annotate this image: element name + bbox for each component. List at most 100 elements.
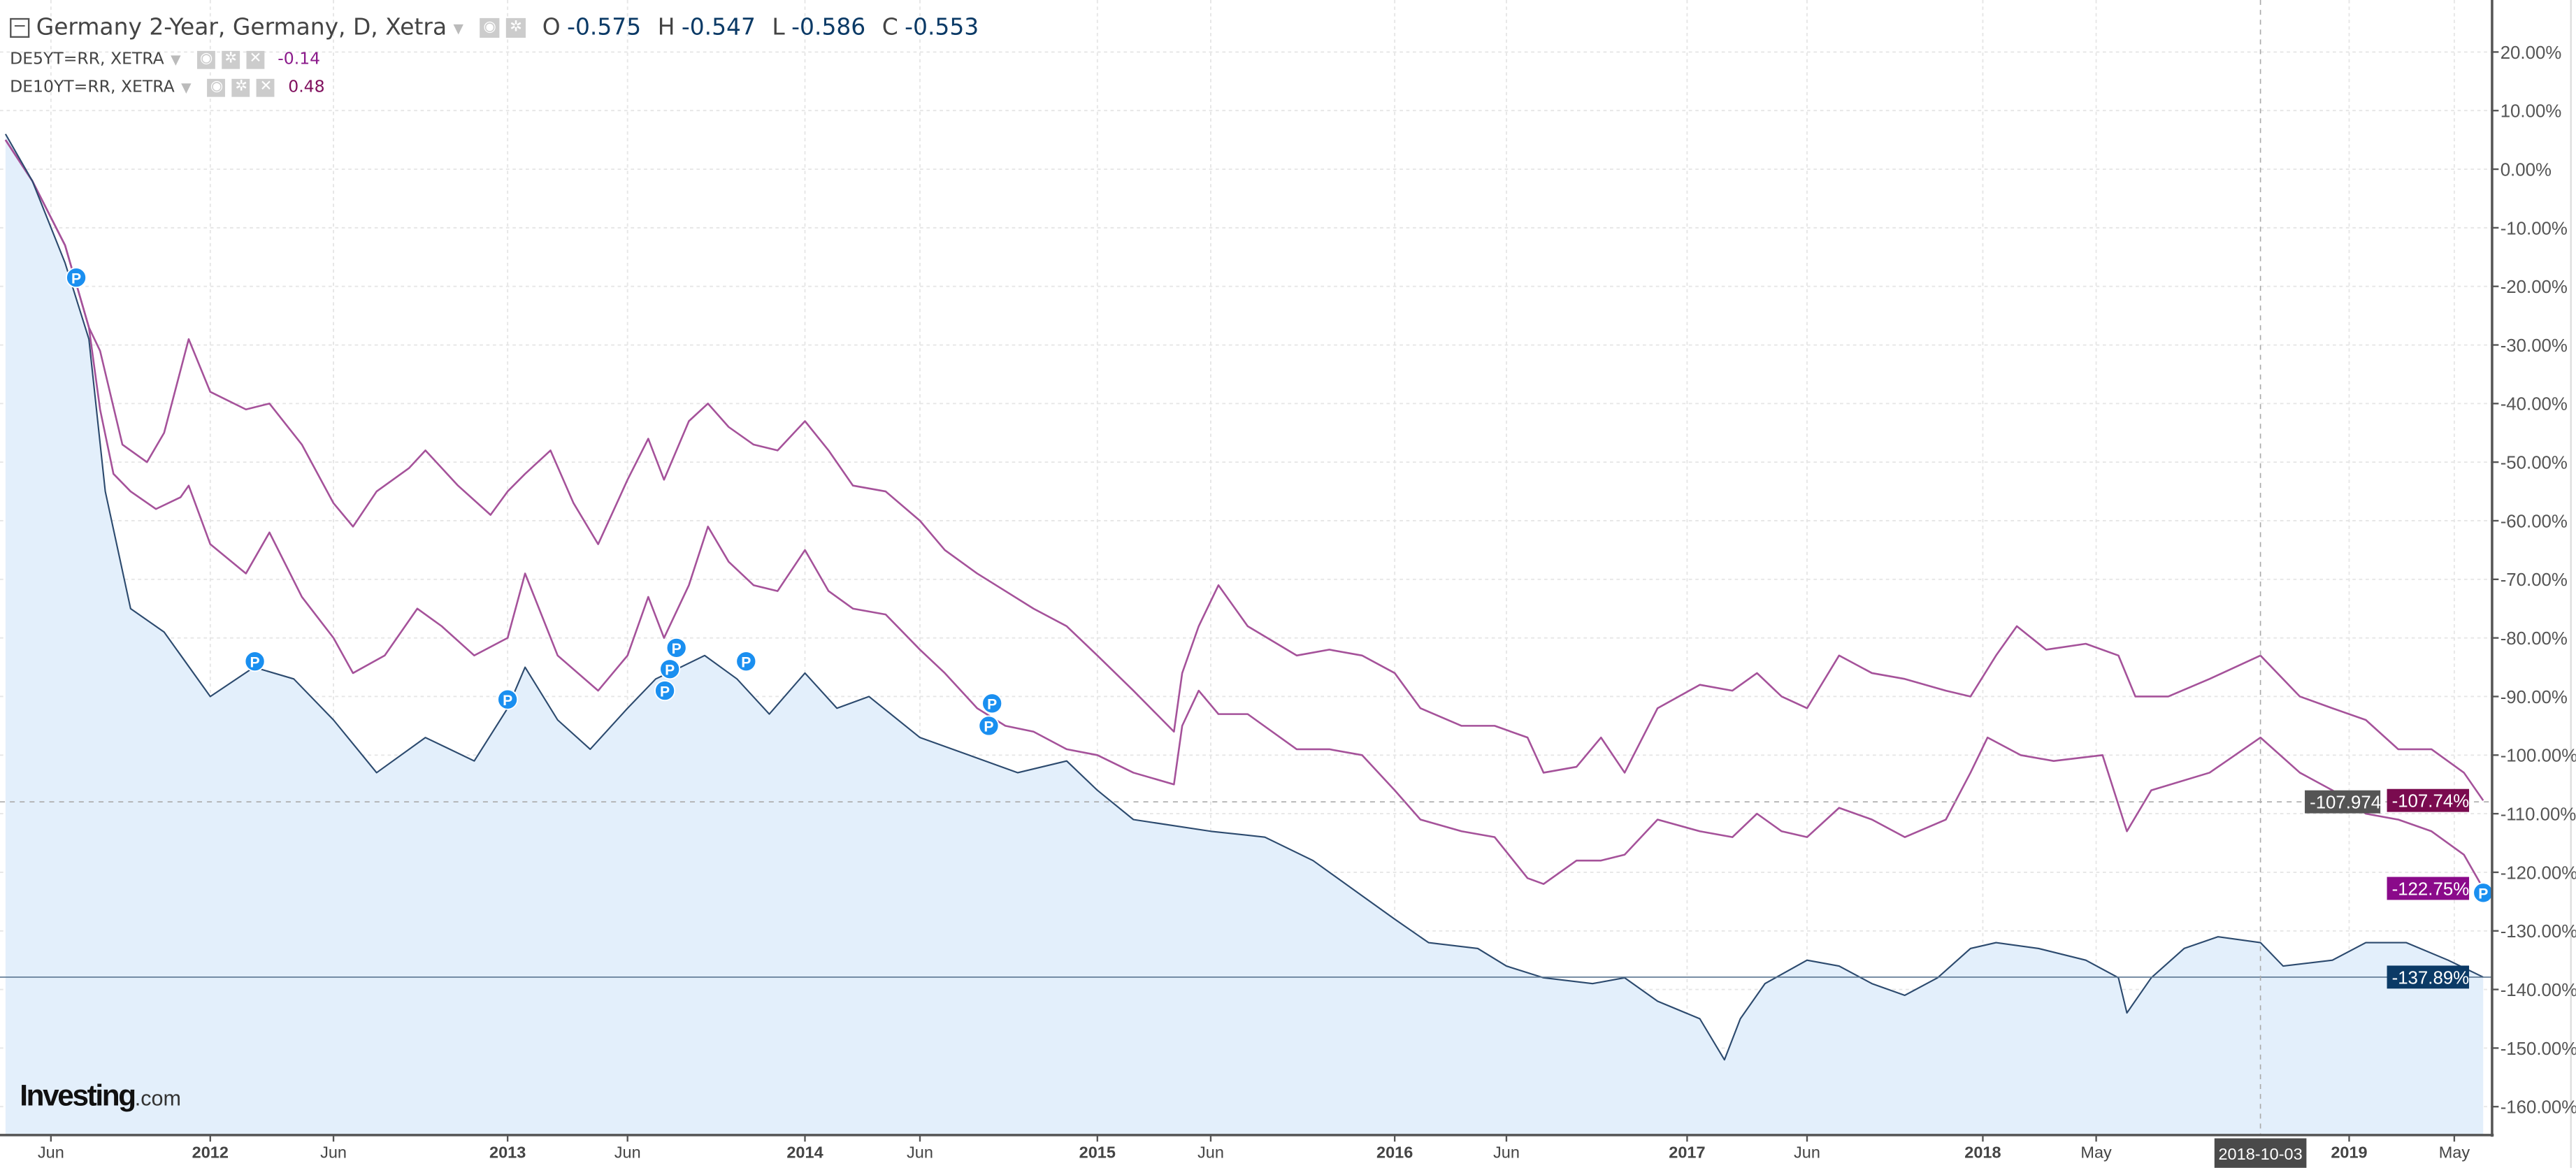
- price-axis-label: -130.00%: [2501, 922, 2576, 942]
- visibility-icon[interactable]: ◉: [480, 17, 500, 38]
- logo-suffix: .com: [134, 1086, 181, 1111]
- series-area-germany-2y: [5, 134, 2484, 1135]
- price-axis-label: -80.00%: [2501, 629, 2568, 649]
- event-marker-icon[interactable]: [665, 637, 687, 658]
- main-series-title[interactable]: Germany 2-Year, Germany, D, Xetra: [36, 15, 447, 41]
- price-axis-label: -60.00%: [2501, 512, 2568, 531]
- time-axis-label: 2012: [192, 1144, 229, 1162]
- last-value-label: -122.75%: [2392, 879, 2470, 899]
- investing-logo: Investing.com: [20, 1079, 181, 1113]
- event-marker-icon[interactable]: [66, 267, 87, 289]
- crosshair-date-label-bg: [2214, 1138, 2307, 1168]
- price-axis-label: -160.00%: [2501, 1098, 2576, 1118]
- event-marker-label[interactable]: P: [987, 697, 997, 713]
- event-marker-label[interactable]: P: [672, 641, 682, 657]
- compare-title[interactable]: DE10YT=RR, XETRA: [10, 78, 175, 97]
- gear-icon[interactable]: ✲: [222, 50, 240, 69]
- price-axis-label: -20.00%: [2501, 277, 2568, 297]
- price-axis-label: -30.00%: [2501, 336, 2568, 356]
- price-axis-label: -90.00%: [2501, 688, 2568, 707]
- price-axis-label: 20.00%: [2501, 43, 2562, 63]
- gear-icon[interactable]: ✲: [232, 78, 251, 97]
- event-marker-label[interactable]: P: [250, 654, 260, 670]
- series-line-de10yt-rr[interactable]: [4, 139, 2484, 801]
- event-marker-label[interactable]: P: [503, 693, 512, 709]
- visibility-icon[interactable]: ◉: [208, 78, 226, 97]
- compare-value: 0.48: [288, 78, 325, 97]
- series-line-de5yt-rr[interactable]: [4, 139, 2484, 889]
- time-axis-label: Jun: [1493, 1144, 1520, 1162]
- price-axis-label: -140.00%: [2501, 981, 2576, 1000]
- event-marker-label[interactable]: P: [2478, 886, 2488, 902]
- open-value: -0.575: [567, 15, 642, 41]
- last-value-label: -137.89%: [2392, 968, 2470, 988]
- crosshair-date-label: 2018-10-03: [2218, 1145, 2302, 1163]
- time-axis-label: 2014: [786, 1144, 823, 1162]
- time-axis-label: 2016: [1376, 1144, 1413, 1162]
- close-label: C: [882, 15, 898, 41]
- price-axis-background: [2491, 0, 2576, 1168]
- price-axis-label: -120.00%: [2501, 863, 2576, 883]
- time-axis-label: 2017: [1669, 1144, 1705, 1162]
- price-axis-label: -110.00%: [2501, 805, 2576, 825]
- series-line-germany-2-year[interactable]: [4, 134, 2484, 1061]
- time-axis-label: Jun: [907, 1144, 933, 1162]
- time-axis-label: Jun: [1197, 1144, 1224, 1162]
- event-marker-label[interactable]: P: [660, 684, 670, 700]
- crosshair-value-label-bg: [2305, 790, 2381, 814]
- close-icon[interactable]: ✕: [246, 50, 265, 69]
- time-axis-label: Jun: [1794, 1144, 1820, 1162]
- time-axis-label: Jun: [320, 1144, 347, 1162]
- close-icon[interactable]: ✕: [257, 78, 275, 97]
- collapse-legend-icon[interactable]: −: [10, 17, 30, 38]
- time-axis-label: 2018: [1964, 1144, 2001, 1162]
- last-value-label-bg: [2387, 965, 2470, 989]
- crosshair-value-label: -107.974: [2310, 793, 2381, 813]
- time-axis-label: Jun: [38, 1144, 64, 1162]
- time-axis-label: 2015: [1079, 1144, 1116, 1162]
- price-axis-label: -10.00%: [2501, 219, 2568, 238]
- high-label: H: [657, 15, 675, 41]
- price-axis-label: -70.00%: [2501, 570, 2568, 590]
- price-axis-label: -40.00%: [2501, 395, 2568, 414]
- last-value-label-bg: [2387, 788, 2470, 812]
- logo-text: Investing: [20, 1079, 136, 1112]
- last-value-label: -107.74%: [2392, 792, 2470, 812]
- price-axis-label: -100.00%: [2501, 747, 2576, 766]
- time-axis-label: Jun: [614, 1144, 641, 1162]
- gear-icon[interactable]: ✲: [506, 17, 526, 38]
- compare-legend-de5yt: DE5YT=RR, XETRA ▼ ◉ ✲ ✕ -0.14: [10, 50, 321, 69]
- dropdown-caret-icon[interactable]: ▼: [181, 80, 192, 96]
- close-value: -0.553: [905, 15, 979, 41]
- event-marker-label[interactable]: P: [984, 719, 993, 735]
- time-axis-label: May: [2080, 1144, 2112, 1162]
- event-marker-label[interactable]: P: [665, 662, 675, 678]
- event-marker-icon[interactable]: [497, 688, 519, 710]
- time-axis-label: 2019: [2331, 1144, 2367, 1162]
- price-axis-label: -150.00%: [2501, 1039, 2576, 1059]
- visibility-icon[interactable]: ◉: [197, 50, 215, 69]
- high-value: -0.547: [681, 15, 756, 41]
- price-axis-label: 10.00%: [2501, 102, 2562, 122]
- price-axis-label: 0.00%: [2501, 160, 2552, 180]
- low-value: -0.586: [791, 15, 866, 41]
- time-axis-background: [0, 1134, 2576, 1168]
- event-marker-icon[interactable]: [244, 651, 266, 672]
- dropdown-caret-icon[interactable]: ▼: [453, 20, 463, 36]
- compare-legend-de10yt: DE10YT=RR, XETRA ▼ ◉ ✲ ✕ 0.48: [10, 78, 325, 97]
- time-axis-label: May: [2439, 1144, 2470, 1162]
- compare-value: -0.14: [278, 50, 321, 69]
- dropdown-caret-icon[interactable]: ▼: [171, 52, 181, 68]
- event-marker-icon[interactable]: [735, 651, 757, 672]
- event-marker-icon[interactable]: [659, 658, 681, 680]
- event-marker-label[interactable]: P: [71, 271, 81, 287]
- event-marker-icon[interactable]: [978, 715, 1000, 737]
- compare-title[interactable]: DE5YT=RR, XETRA: [10, 50, 164, 69]
- low-label: L: [772, 15, 785, 41]
- event-marker-icon[interactable]: [981, 693, 1003, 714]
- event-marker-label[interactable]: P: [741, 654, 751, 670]
- event-marker-icon[interactable]: [654, 680, 676, 702]
- price-axis-label: -50.00%: [2501, 454, 2568, 473]
